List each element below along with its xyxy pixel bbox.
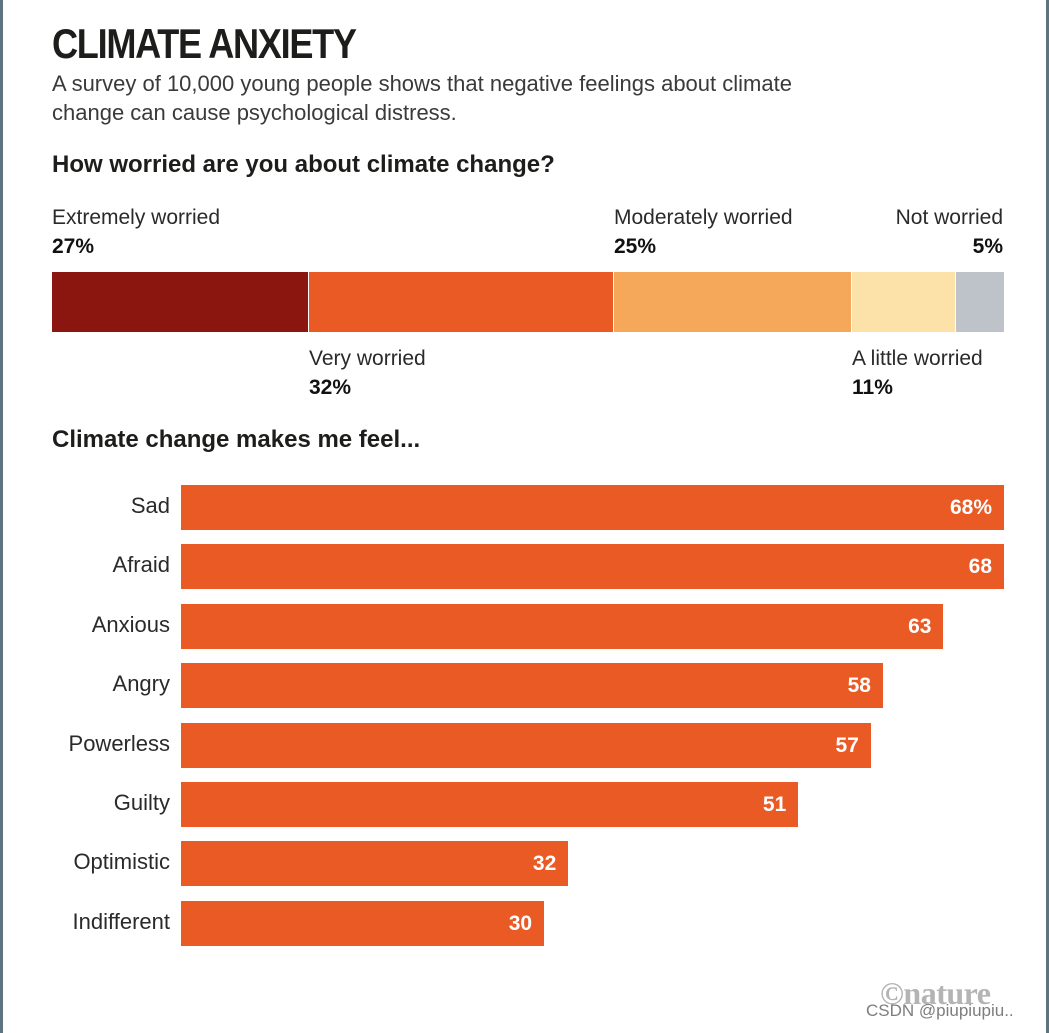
label-extremely-worried: Extremely worried 27% bbox=[52, 203, 220, 261]
bar-value-angry: 58 bbox=[847, 674, 871, 698]
bar-value-guilty: 51 bbox=[762, 793, 787, 816]
watermark-text: CSDN @piupiupiu.. bbox=[866, 1001, 1014, 1020]
bar-optimistic: 32 bbox=[181, 841, 569, 887]
bar-label-guilty: Guilty bbox=[113, 790, 170, 815]
stack-segment-moderately-worried bbox=[613, 272, 852, 332]
label-a-little-worried-pct: 11% bbox=[852, 376, 893, 399]
worry-question-title: How worried are you about climate change… bbox=[52, 151, 555, 178]
label-extremely-worried-pct: 27% bbox=[52, 235, 95, 258]
bar-label-indifferent: Indifferent bbox=[72, 908, 170, 934]
bar-sad: 68% bbox=[181, 485, 1004, 530]
bar-anxious: 63 bbox=[181, 603, 944, 649]
label-a-little-worried: A little worried 11% bbox=[852, 344, 1002, 402]
bar-label-powerless: Powerless bbox=[68, 730, 170, 756]
label-not-worried-name: Not worried bbox=[895, 206, 1003, 229]
label-very-worried-pct: 32% bbox=[309, 376, 352, 399]
bar-value-afraid: 68 bbox=[968, 555, 992, 579]
label-very-worried: Very worried 32% bbox=[309, 344, 426, 402]
bar-value-indifferent: 30 bbox=[508, 911, 533, 935]
right-frame-border bbox=[1046, 0, 1049, 1033]
chart-subtitle: A survey of 10,000 young people shows th… bbox=[52, 71, 792, 125]
bar-indifferent: 30 bbox=[181, 900, 545, 946]
bar-guilty: 51 bbox=[181, 782, 799, 827]
stack-segment-extremely-worried bbox=[52, 272, 310, 332]
label-moderately-worried-name: Moderately worried bbox=[614, 206, 793, 229]
bar-powerless: 57 bbox=[181, 722, 871, 768]
label-very-worried-name: Very worried bbox=[309, 347, 426, 370]
bar-label-optimistic: Optimistic bbox=[73, 849, 170, 875]
nature-logo: ©nature bbox=[880, 975, 991, 1011]
worry-stacked-bar bbox=[52, 272, 1004, 332]
chart-title: CLIMATE ANXIETY bbox=[52, 20, 357, 67]
bar-label-angry: Angry bbox=[112, 671, 170, 697]
label-a-little-worried-name: A little worried bbox=[852, 347, 983, 370]
label-moderately-worried: Moderately worried 25% bbox=[614, 203, 793, 261]
bar-label-sad: Sad bbox=[130, 493, 170, 518]
feelings-chart-title: Climate change makes me feel... bbox=[52, 426, 421, 453]
stack-segment-not-worried bbox=[956, 272, 1004, 332]
bar-value-optimistic: 32 bbox=[532, 852, 557, 876]
label-not-worried-pct: 5% bbox=[972, 235, 1003, 258]
stack-segment-a-little-worried bbox=[851, 272, 957, 332]
bar-value-sad: 68% bbox=[949, 496, 992, 519]
label-not-worried: Not worried 5% bbox=[896, 203, 1003, 261]
bar-label-afraid: Afraid bbox=[112, 552, 170, 578]
label-extremely-worried-name: Extremely worried bbox=[52, 206, 221, 229]
bar-value-powerless: 57 bbox=[835, 733, 859, 757]
bar-afraid: 68 bbox=[181, 544, 1004, 590]
label-moderately-worried-pct: 25% bbox=[614, 235, 657, 258]
bar-angry: 58 bbox=[181, 663, 883, 709]
bar-label-anxious: Anxious bbox=[91, 611, 170, 637]
stack-segment-very-worried bbox=[309, 272, 614, 332]
left-frame-border bbox=[0, 0, 3, 1033]
bar-value-anxious: 63 bbox=[908, 614, 932, 638]
